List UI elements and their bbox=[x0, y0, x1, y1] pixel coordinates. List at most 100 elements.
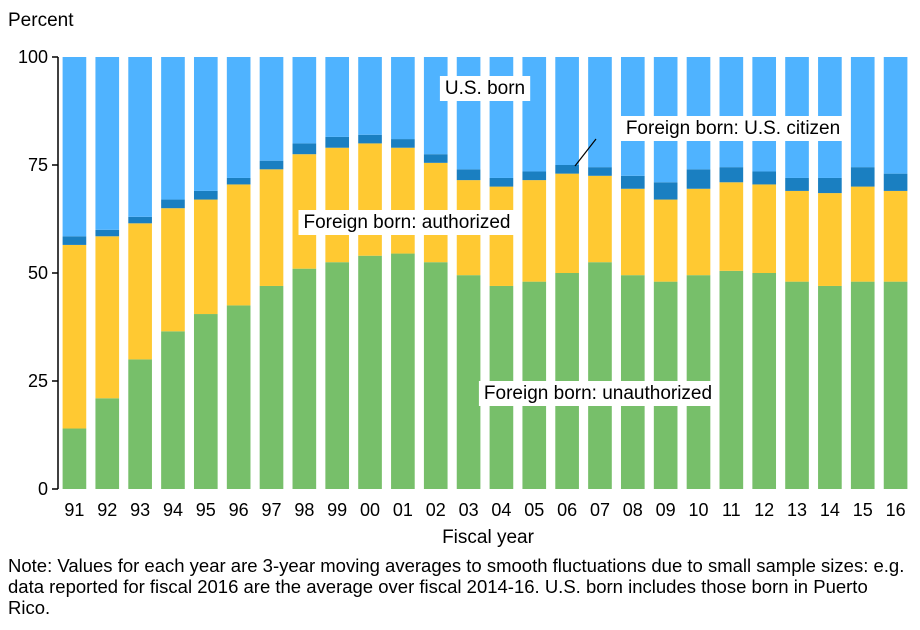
bar-segment-s0-15 bbox=[850, 281, 875, 489]
bar-segment-s2-96 bbox=[226, 177, 251, 185]
bar-segment-s1-11 bbox=[719, 182, 744, 271]
bar-segment-s1-09 bbox=[653, 199, 678, 282]
x-tick-label-91: 91 bbox=[64, 500, 84, 520]
x-tick-label-11: 11 bbox=[722, 500, 741, 520]
y-tick-label-0: 0 bbox=[38, 479, 48, 499]
bar-segment-s3-11 bbox=[719, 57, 744, 168]
x-tick-label-05: 05 bbox=[524, 500, 544, 520]
bar-segment-s2-16 bbox=[883, 173, 908, 191]
bar-segment-s1-99 bbox=[325, 147, 350, 263]
bar-segment-s3-10 bbox=[686, 57, 711, 170]
bar-segment-s2-98 bbox=[292, 143, 317, 155]
bar-segment-s0-96 bbox=[226, 305, 251, 489]
bar-segment-s3-12 bbox=[752, 57, 777, 172]
bar-segment-s2-04 bbox=[489, 177, 514, 187]
bar-segment-s0-11 bbox=[719, 270, 744, 489]
x-tick-label-08: 08 bbox=[623, 500, 643, 520]
bar-segment-s0-12 bbox=[752, 273, 777, 489]
y-tick-label-100: 100 bbox=[18, 47, 48, 67]
annotation-box-0 bbox=[439, 76, 531, 101]
bar-segment-s2-09 bbox=[653, 182, 678, 200]
x-tick-label-09: 09 bbox=[656, 500, 676, 520]
bar-segment-s3-07 bbox=[588, 57, 612, 168]
bar-segment-s1-14 bbox=[818, 193, 842, 286]
bar-segment-s2-12 bbox=[752, 171, 777, 185]
x-tick-label-13: 13 bbox=[787, 500, 807, 520]
bar-segment-s0-93 bbox=[128, 359, 152, 489]
bar-segment-s2-13 bbox=[785, 177, 809, 191]
bar-segment-s1-15 bbox=[850, 186, 875, 282]
stacked-bar-chart: Percent Fiscal year 91 92 93 94 95 96 97 98 99 00… bbox=[8, 10, 908, 548]
annotation-label-2: Foreign born: authorized bbox=[303, 212, 510, 233]
x-tick-label-07: 07 bbox=[590, 500, 610, 520]
bar-segment-s1-93 bbox=[128, 223, 152, 360]
bar-segment-s3-99 bbox=[325, 57, 350, 137]
bar-segment-s2-93 bbox=[128, 216, 152, 224]
bar-segment-s3-91 bbox=[62, 57, 87, 237]
bar-segment-s2-07 bbox=[588, 167, 612, 176]
bar-segment-s3-93 bbox=[128, 57, 152, 217]
bar-segment-s2-94 bbox=[161, 199, 185, 209]
annotation-label-3: Foreign born: unauthorized bbox=[484, 383, 712, 404]
bar-segment-s0-99 bbox=[325, 262, 350, 489]
bar-segment-s2-10 bbox=[686, 169, 711, 189]
x-axis-label: Fiscal year bbox=[442, 527, 535, 548]
bar-segment-s3-97 bbox=[259, 57, 284, 161]
bar-segment-s0-97 bbox=[259, 285, 284, 489]
bar-segment-s0-94 bbox=[161, 331, 185, 489]
x-tick-label-98: 98 bbox=[294, 500, 314, 520]
bar-segment-s1-07 bbox=[588, 175, 612, 263]
bar-segment-s3-16 bbox=[883, 57, 908, 174]
y-tick-label-25: 25 bbox=[28, 371, 48, 391]
bar-segment-s3-02 bbox=[423, 57, 448, 155]
x-tick-label-02: 02 bbox=[426, 500, 446, 520]
bar-segment-s0-03 bbox=[456, 275, 481, 489]
bar-segment-s2-91 bbox=[62, 236, 87, 245]
chart-note: Note: Values for each year are 3-year mo… bbox=[8, 555, 905, 618]
bar-segment-s1-16 bbox=[883, 190, 908, 282]
bar-segment-s0-92 bbox=[95, 398, 120, 489]
bar-segment-s3-92 bbox=[95, 57, 120, 230]
x-tick-label-12: 12 bbox=[754, 500, 774, 520]
bar-segment-s1-05 bbox=[522, 180, 547, 282]
bar-segment-s2-00 bbox=[358, 134, 382, 144]
bar-segment-s1-91 bbox=[62, 244, 87, 429]
x-tick-label-92: 92 bbox=[97, 500, 117, 520]
annotation-label-1: Foreign born: U.S. citizen bbox=[626, 118, 840, 139]
bar-segment-s3-15 bbox=[850, 57, 875, 168]
bar-segment-s0-01 bbox=[391, 253, 415, 489]
bars-group bbox=[62, 57, 908, 489]
bar-segment-s0-07 bbox=[588, 262, 612, 489]
annotation-box-3 bbox=[478, 381, 718, 406]
bar-segment-s2-15 bbox=[850, 167, 875, 187]
bar-segment-s1-13 bbox=[785, 190, 809, 282]
x-tick-label-10: 10 bbox=[688, 500, 708, 520]
annotation-box-2 bbox=[298, 210, 516, 235]
bar-segment-s1-04 bbox=[489, 186, 514, 286]
x-tick-label-14: 14 bbox=[820, 500, 840, 520]
x-tick-label-16: 16 bbox=[886, 500, 906, 520]
bar-segment-s3-05 bbox=[522, 57, 547, 172]
bar-segment-s2-03 bbox=[456, 169, 481, 181]
x-tick-label-06: 06 bbox=[557, 500, 577, 520]
bar-segment-s0-95 bbox=[193, 314, 218, 489]
bar-segment-s0-98 bbox=[292, 268, 317, 489]
bar-segment-s2-14 bbox=[818, 177, 842, 194]
bar-segment-s3-06 bbox=[555, 57, 579, 165]
x-tick-label-97: 97 bbox=[261, 500, 281, 520]
bar-segment-s2-99 bbox=[325, 136, 350, 148]
bar-segment-s1-01 bbox=[391, 147, 415, 254]
annotations-group: U.S. born Foreign born: U.S. citizen Forei… bbox=[298, 76, 846, 406]
y-tick-label-50: 50 bbox=[28, 263, 48, 283]
bar-segment-s1-08 bbox=[620, 188, 645, 276]
bar-segment-s1-10 bbox=[686, 188, 711, 276]
bar-segment-s2-92 bbox=[95, 229, 120, 237]
bar-segment-s1-96 bbox=[226, 184, 251, 306]
annotation-leader-line bbox=[574, 138, 597, 167]
bar-segment-s2-06 bbox=[555, 165, 579, 174]
bar-segment-s1-95 bbox=[193, 199, 218, 315]
bar-segment-s0-16 bbox=[883, 281, 908, 489]
bar-segment-s3-98 bbox=[292, 57, 317, 144]
bar-segment-s0-02 bbox=[423, 262, 448, 489]
bar-segment-s0-00 bbox=[358, 255, 382, 489]
